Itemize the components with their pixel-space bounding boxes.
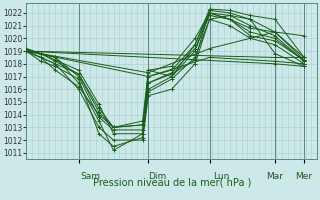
Text: Lun: Lun (213, 172, 229, 181)
Text: Mar: Mar (267, 172, 284, 181)
Text: Mer: Mer (296, 172, 313, 181)
Text: Sam: Sam (80, 172, 100, 181)
X-axis label: Pression niveau de la mer( hPa ): Pression niveau de la mer( hPa ) (92, 177, 251, 187)
Text: Dim: Dim (148, 172, 166, 181)
